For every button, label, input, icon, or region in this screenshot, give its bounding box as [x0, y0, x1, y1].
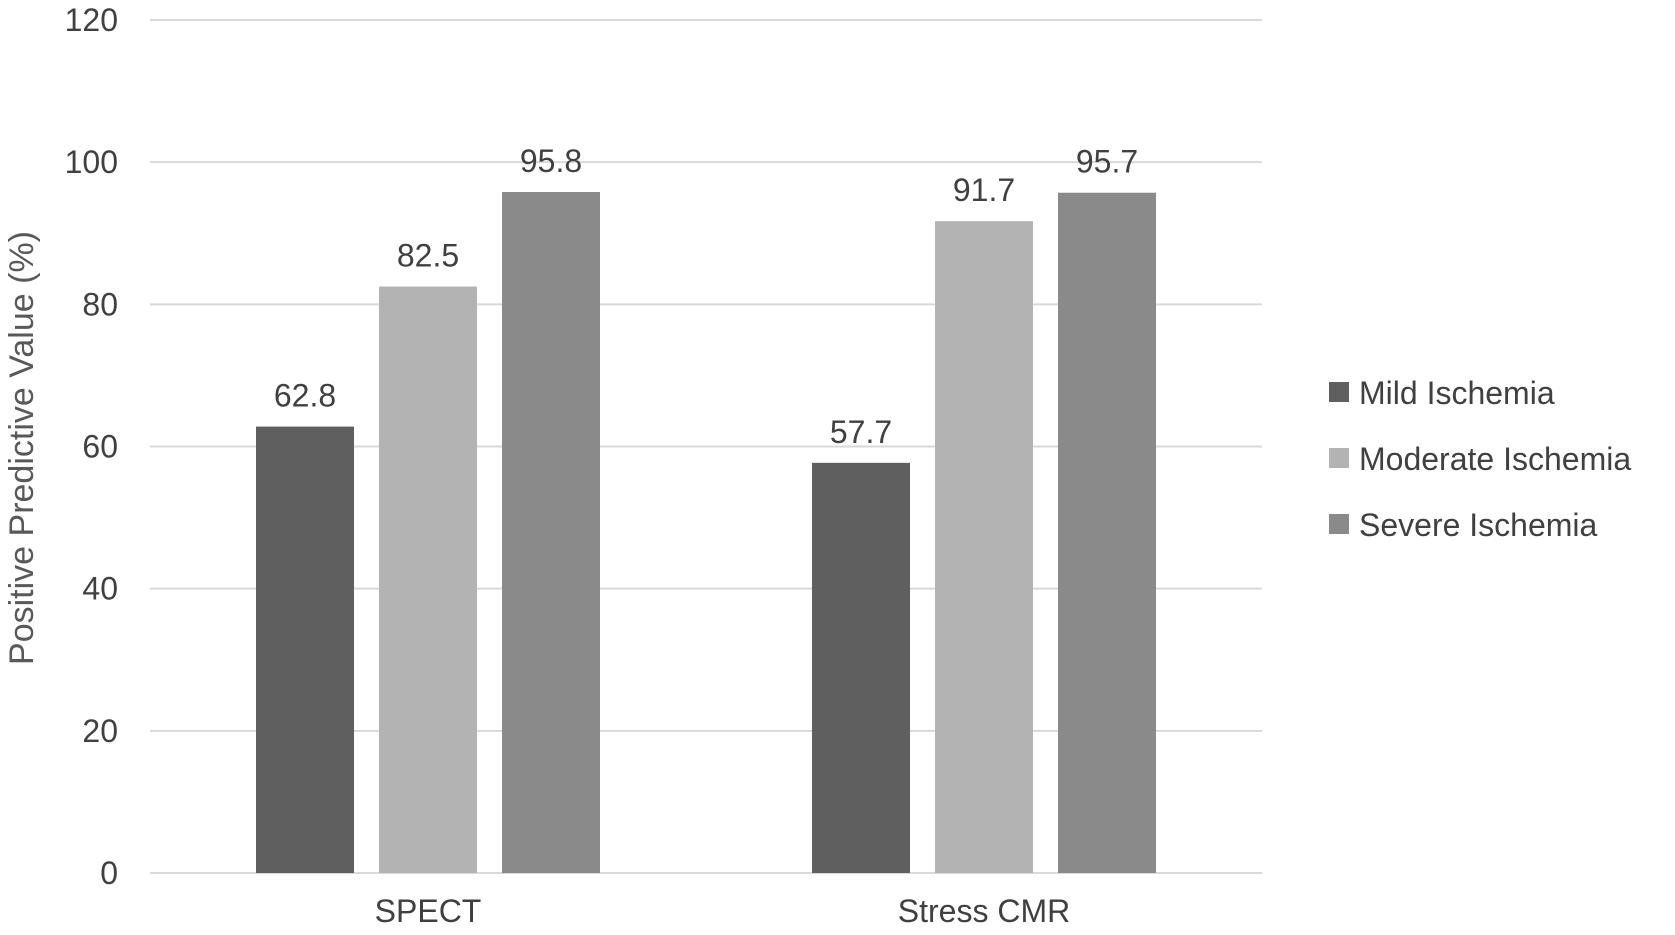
data-label: 91.7 — [953, 172, 1015, 208]
legend-entry: Mild Ischemia — [1329, 375, 1555, 411]
data-labels: 62.8 82.5 95.8 57.7 91.7 95.7 — [274, 143, 1138, 450]
x-axis-categories: SPECT Stress CMR — [375, 893, 1071, 929]
x-category-label: SPECT — [375, 893, 482, 929]
bar — [256, 426, 354, 873]
y-tick-label: 0 — [100, 855, 118, 891]
data-label: 57.7 — [830, 414, 892, 450]
legend-label: Mild Ischemia — [1359, 375, 1555, 411]
y-tick-label: 40 — [82, 571, 118, 607]
legend-label: Severe Ischemia — [1359, 507, 1598, 543]
legend-swatch — [1329, 382, 1349, 402]
bars — [256, 192, 1156, 874]
y-tick-label: 60 — [82, 429, 118, 465]
y-tick-label: 100 — [65, 144, 118, 180]
bar — [812, 462, 910, 873]
y-tick-label: 80 — [82, 286, 118, 322]
legend-entry: Severe Ischemia — [1329, 507, 1598, 543]
y-axis-title: Positive Predictive Value (%) — [3, 231, 41, 665]
bar — [379, 286, 477, 873]
legend-swatch — [1329, 514, 1349, 534]
y-axis-ticks: 0 20 40 60 80 100 120 — [65, 2, 118, 891]
bar — [1058, 192, 1156, 874]
legend: Mild Ischemia Moderate Ischemia Severe Isc… — [1329, 375, 1631, 543]
legend-entry: Moderate Ischemia — [1329, 441, 1631, 477]
bar — [935, 221, 1033, 873]
data-label: 95.7 — [1076, 144, 1138, 180]
legend-label: Moderate Ischemia — [1359, 441, 1631, 477]
data-label: 95.8 — [520, 143, 582, 179]
data-label: 62.8 — [274, 378, 336, 414]
x-category-label: Stress CMR — [898, 893, 1070, 929]
y-tick-label: 20 — [82, 713, 118, 749]
bar — [502, 192, 600, 873]
legend-swatch — [1329, 448, 1349, 468]
y-tick-label: 120 — [65, 2, 118, 38]
data-label: 82.5 — [397, 238, 459, 274]
